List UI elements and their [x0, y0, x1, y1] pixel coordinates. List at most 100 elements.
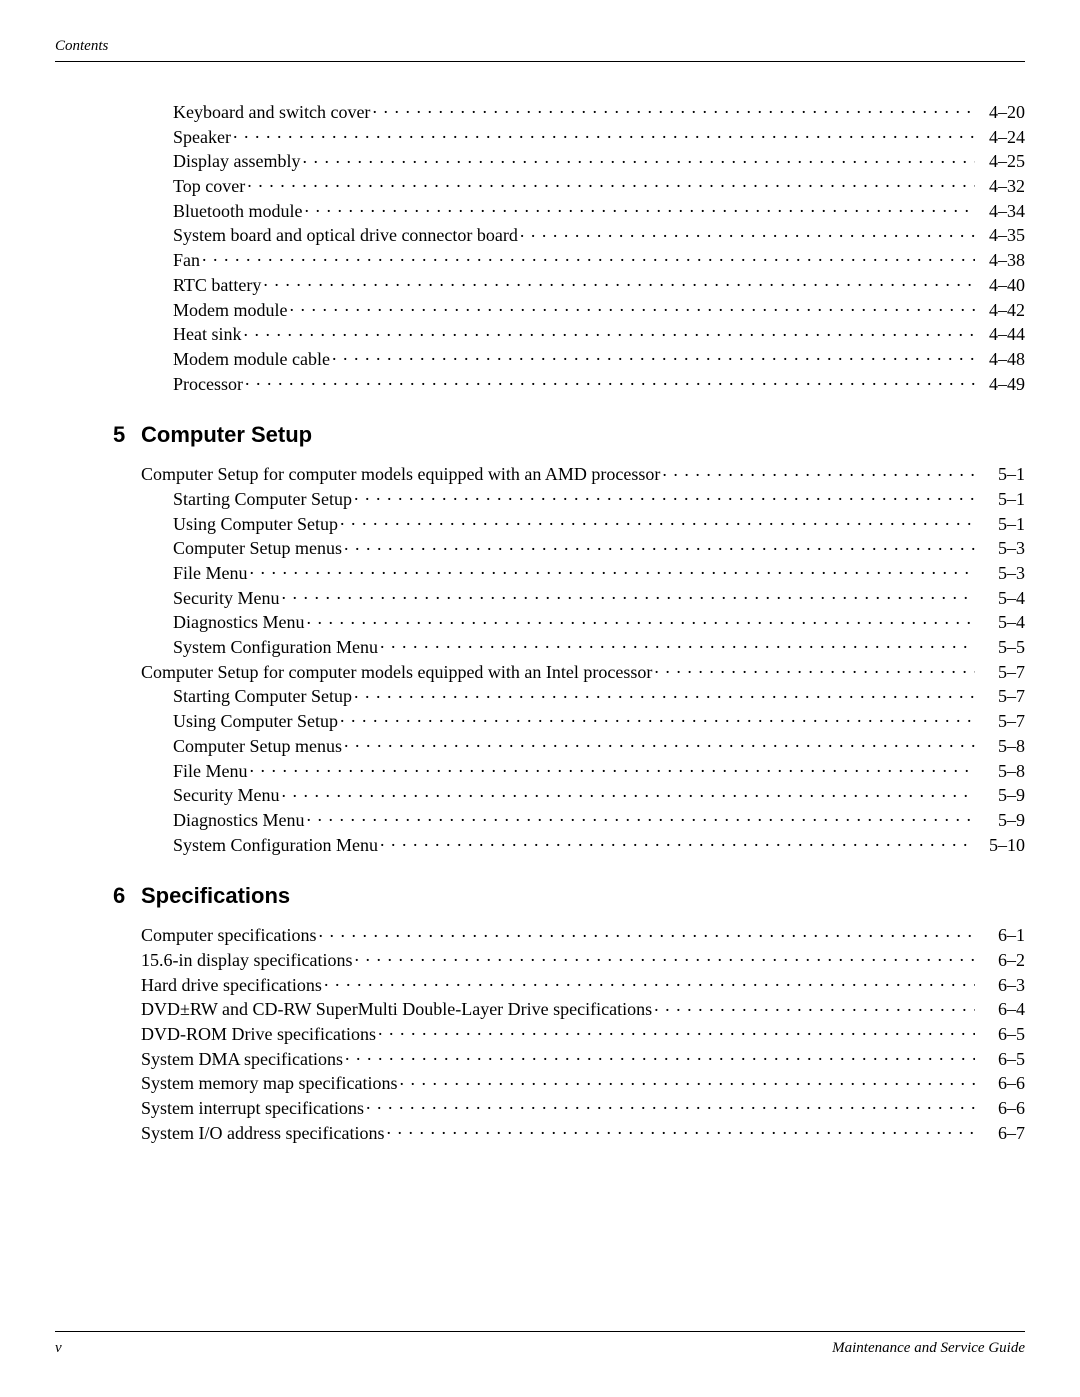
toc-entry-page: 5–7: [975, 662, 1025, 683]
toc-entry[interactable]: File Menu5–8: [113, 759, 1025, 782]
toc-entry-page: 6–1: [975, 925, 1025, 946]
toc-entry[interactable]: System board and optical drive connector…: [113, 223, 1025, 246]
toc-entry-page: 5–9: [975, 810, 1025, 831]
toc-leader-dots: [263, 273, 975, 291]
toc-entry[interactable]: Diagnostics Menu 5–4: [113, 610, 1025, 633]
toc-entry-label: Security Menu: [173, 588, 281, 609]
toc-entry-label: File Menu: [173, 563, 250, 584]
toc-entry-label: Starting Computer Setup: [173, 489, 354, 510]
toc-leader-dots: [332, 347, 975, 365]
toc-entry-page: 6–6: [975, 1098, 1025, 1119]
toc-entry-label: System Configuration Menu: [173, 835, 380, 856]
toc-entry-label: Hard drive specifications: [141, 975, 324, 996]
toc-leader-dots: [344, 734, 975, 752]
toc-entry[interactable]: System Configuration Menu5–5: [113, 635, 1025, 658]
toc-entry[interactable]: Bluetooth module 4–34: [113, 199, 1025, 222]
toc-entry-label: Top cover: [173, 176, 247, 197]
toc-entry-page: 5–7: [975, 711, 1025, 732]
toc-entry-label: DVD-ROM Drive specifications: [141, 1024, 378, 1045]
toc-entry-page: 4–49: [975, 374, 1025, 395]
toc-entry[interactable]: Display assembly 4–25: [113, 149, 1025, 172]
toc-entry-page: 4–42: [975, 300, 1025, 321]
toc-entry-page: 5–10: [975, 835, 1025, 856]
toc-leader-dots: [250, 759, 976, 777]
toc-entry-label: System DMA specifications: [141, 1049, 345, 1070]
toc-entry[interactable]: Diagnostics Menu5–9: [113, 808, 1025, 831]
toc-entry-label: Bluetooth module: [173, 201, 305, 222]
toc-entry-label: 15.6-in display specifications: [141, 950, 354, 971]
toc-entry-page: 4–34: [975, 201, 1025, 222]
header-label: Contents: [55, 38, 108, 54]
toc-entry-label: File Menu: [173, 761, 250, 782]
toc-entry-page: 4–44: [975, 324, 1025, 345]
toc-leader-dots: [281, 586, 975, 604]
toc-entry[interactable]: Speaker4–24: [113, 125, 1025, 148]
toc-entry[interactable]: DVD-ROM Drive specifications6–5: [113, 1022, 1025, 1045]
toc-entry[interactable]: 15.6-in display specifications6–2: [113, 948, 1025, 971]
toc-entry-label: Diagnostics Menu: [173, 612, 306, 633]
toc-entry-label: Computer Setup for computer models equip…: [141, 662, 654, 683]
toc-entry[interactable]: Hard drive specifications6–3: [113, 973, 1025, 996]
toc-entry[interactable]: System memory map specifications6–6: [113, 1071, 1025, 1094]
toc-entry-page: 4–25: [975, 151, 1025, 172]
toc-entry-page: 4–32: [975, 176, 1025, 197]
toc-entry[interactable]: Processor 4–49: [113, 372, 1025, 395]
toc-entry[interactable]: System Configuration Menu 5–10: [113, 833, 1025, 856]
toc-leader-dots: [340, 709, 975, 727]
page-header: Contents: [55, 38, 1025, 62]
toc-entry[interactable]: System DMA specifications 6–5: [113, 1047, 1025, 1070]
toc-entry-page: 4–38: [975, 250, 1025, 271]
toc-leader-dots: [290, 298, 976, 316]
toc-entry-label: Modem module: [173, 300, 290, 321]
toc-leader-dots: [233, 125, 975, 143]
toc-entry-page: 5–4: [975, 612, 1025, 633]
toc-entry-page: 6–5: [975, 1049, 1025, 1070]
toc-entry-page: 4–40: [975, 275, 1025, 296]
toc-entry[interactable]: Starting Computer Setup5–1: [113, 487, 1025, 510]
toc-entry[interactable]: Starting Computer Setup5–7: [113, 684, 1025, 707]
toc-leader-dots: [324, 973, 975, 991]
section-title: Specifications: [141, 883, 290, 909]
toc-leader-dots: [345, 1047, 975, 1065]
toc-entry[interactable]: Using Computer Setup5–1: [113, 512, 1025, 535]
toc-entry-label: DVD±RW and CD-RW SuperMulti Double-Layer…: [141, 999, 654, 1020]
toc-entry[interactable]: System interrupt specifications6–6: [113, 1096, 1025, 1119]
toc-entry[interactable]: Top cover 4–32: [113, 174, 1025, 197]
toc-entry-page: 5–7: [975, 686, 1025, 707]
toc-entry[interactable]: Modem module 4–42: [113, 298, 1025, 321]
toc-entry[interactable]: Computer specifications6–1: [113, 923, 1025, 946]
section-heading: 6Specifications: [113, 883, 1025, 909]
toc-entry[interactable]: Fan4–38: [113, 248, 1025, 271]
toc-entry-page: 4–35: [975, 225, 1025, 246]
toc-entry-label: Computer Setup menus: [173, 736, 344, 757]
toc-entry[interactable]: Computer Setup for computer models equip…: [113, 462, 1025, 485]
toc-leader-dots: [305, 199, 976, 217]
toc-entry[interactable]: RTC battery4–40: [113, 273, 1025, 296]
toc-entry[interactable]: Security Menu5–9: [113, 783, 1025, 806]
toc-entry[interactable]: File Menu5–3: [113, 561, 1025, 584]
toc-entry[interactable]: DVD±RW and CD-RW SuperMulti Double-Layer…: [113, 997, 1025, 1020]
toc-entry-page: 4–48: [975, 349, 1025, 370]
toc-entry[interactable]: Using Computer Setup5–7: [113, 709, 1025, 732]
toc-entry[interactable]: System I/O address specifications6–7: [113, 1121, 1025, 1144]
toc-entry-label: Keyboard and switch cover: [173, 102, 372, 123]
toc-entry-label: Processor: [173, 374, 245, 395]
section-heading: 5Computer Setup: [113, 422, 1025, 448]
toc-entry-page: 5–9: [975, 785, 1025, 806]
toc-entry[interactable]: Keyboard and switch cover4–20: [113, 100, 1025, 123]
toc-leader-dots: [340, 512, 975, 530]
toc-leader-dots: [380, 635, 975, 653]
toc-leader-dots: [520, 223, 975, 241]
toc-entry-label: Display assembly: [173, 151, 303, 172]
toc-entry-label: Computer Setup menus: [173, 538, 344, 559]
toc-entry[interactable]: Modem module cable4–48: [113, 347, 1025, 370]
toc-entry[interactable]: Computer Setup menus5–8: [113, 734, 1025, 757]
toc-entry[interactable]: Heat sink4–44: [113, 322, 1025, 345]
toc-entry[interactable]: Security Menu5–4: [113, 586, 1025, 609]
toc-leader-dots: [318, 923, 975, 941]
toc-entry[interactable]: Computer Setup menus5–3: [113, 536, 1025, 559]
toc-leader-dots: [378, 1022, 975, 1040]
toc-entry[interactable]: Computer Setup for computer models equip…: [113, 660, 1025, 683]
footer-page-number: v: [55, 1340, 62, 1357]
toc-entry-page: 6–6: [975, 1073, 1025, 1094]
